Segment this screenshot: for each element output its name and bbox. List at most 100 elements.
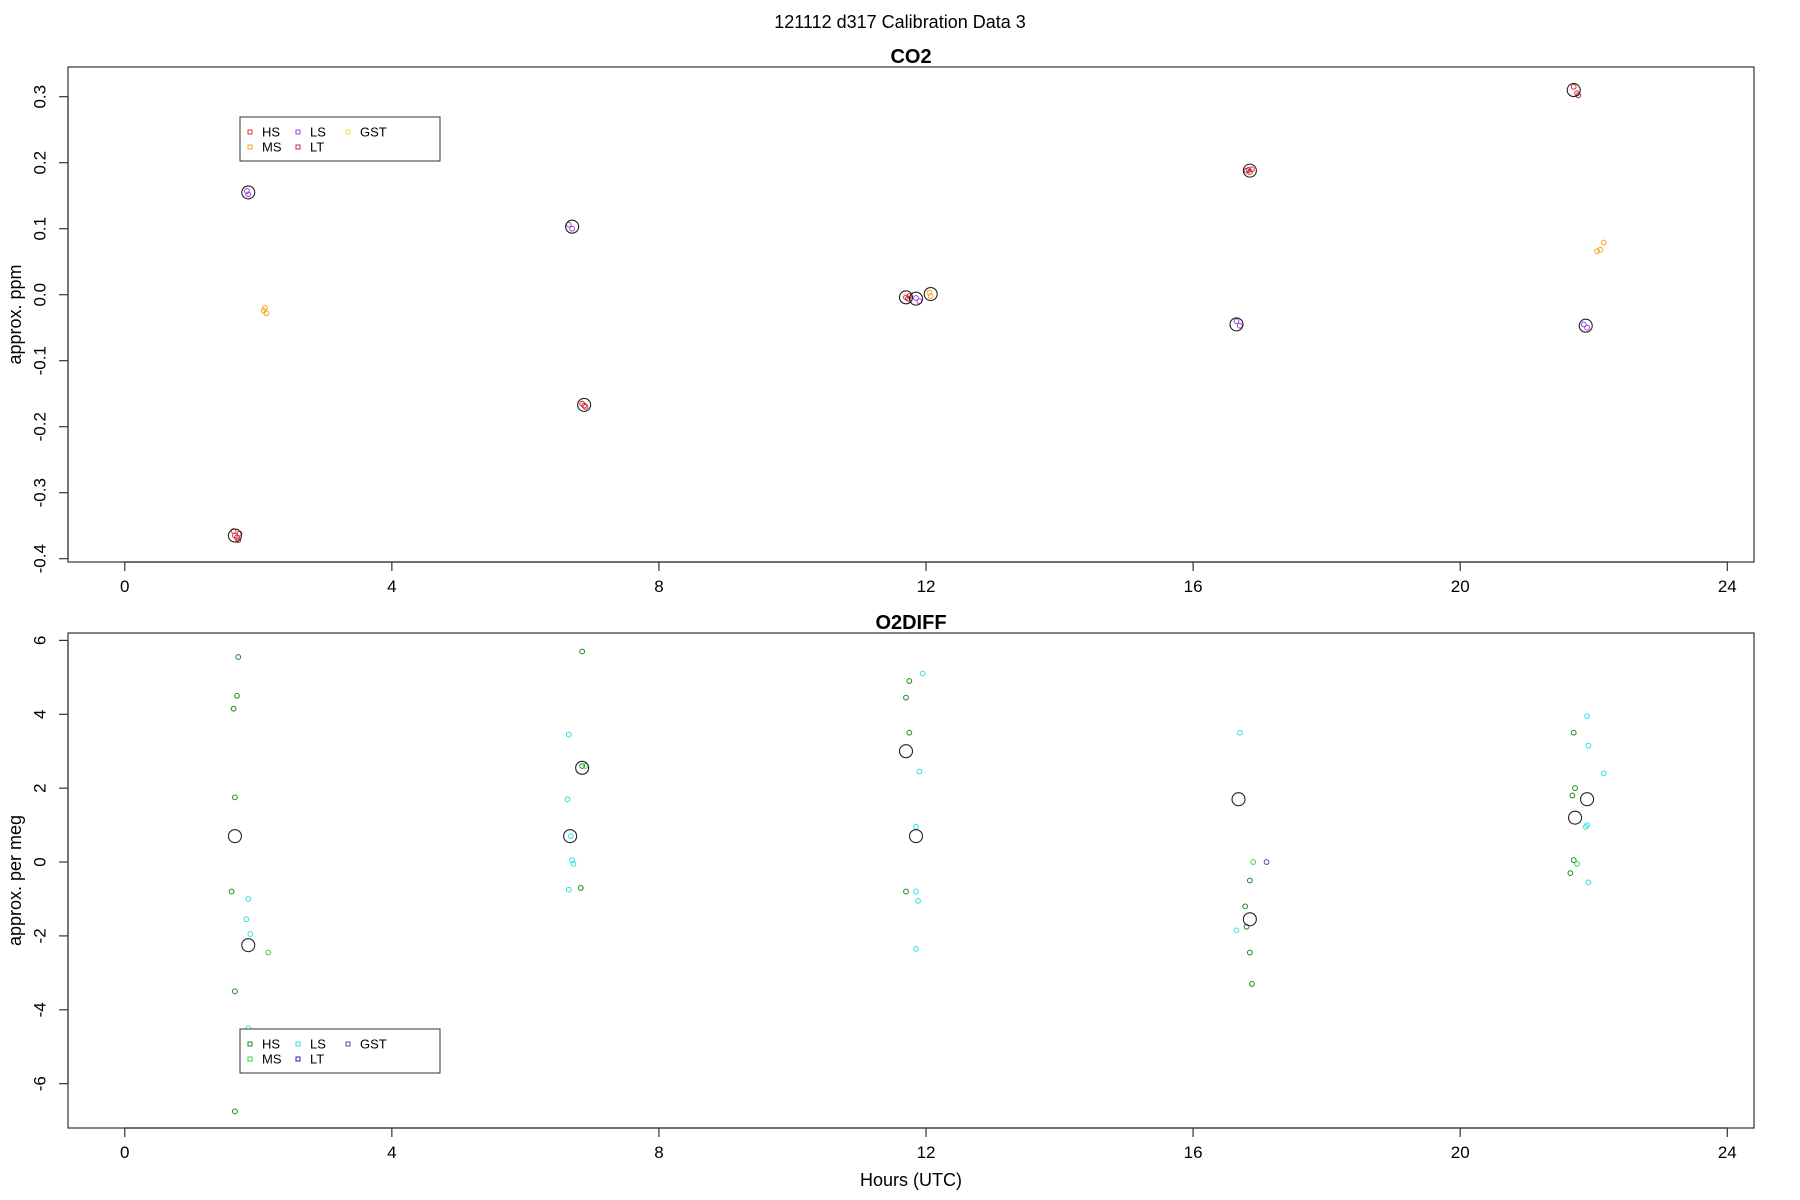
- chart1-mean-marker: [908, 291, 924, 306]
- chart2-mean-marker: [1231, 792, 1246, 807]
- chart1-point-ls: [569, 225, 576, 232]
- chart1-title: CO2: [890, 46, 931, 68]
- chart2-y-tick-label: 2: [31, 783, 50, 792]
- chart2-y-tick-label: 0: [31, 857, 50, 866]
- chart2-mean-marker: [241, 938, 256, 953]
- chart2-point-hs: [903, 694, 909, 701]
- chart1-y-tick-label: 0.0: [31, 283, 50, 307]
- chart1-x-tick-label: 4: [387, 577, 396, 596]
- chart1-y-tick-label: -0.1: [31, 346, 50, 375]
- chart2-point-ls: [569, 857, 576, 864]
- chart1-point-ms: [1594, 248, 1600, 255]
- chart2-legend-label-hs: HS: [262, 1037, 280, 1052]
- chart2-legend-swatch-ms: [247, 1056, 253, 1062]
- chart2-point-hs: [577, 884, 584, 891]
- chart2-point-hs: [1246, 877, 1253, 884]
- chart1-point-ms: [1600, 239, 1607, 246]
- chart2-point-hs: [232, 794, 238, 801]
- chart1-x-tick-label: 20: [1451, 577, 1470, 596]
- chart1-point-ms: [927, 293, 934, 299]
- chart2-x-tick-label: 0: [120, 1143, 129, 1162]
- chart2-point-ls: [564, 796, 571, 803]
- figure-title: 121112 d317 Calibration Data 3: [774, 12, 1026, 32]
- chart2-y-tick-label: 4: [31, 710, 50, 719]
- chart2-mean-marker: [1242, 912, 1257, 927]
- chart1-legend-label-hs: HS: [262, 125, 280, 140]
- chart1-y-tick-label: 0.1: [31, 217, 50, 241]
- chart1-legend-swatch-lt: [295, 144, 301, 150]
- chart1-point-lt: [1245, 167, 1252, 173]
- chart2-point-hs: [579, 763, 586, 769]
- chart2-point-hs: [903, 888, 909, 895]
- chart2-point-hs: [228, 888, 235, 895]
- chart1-mean-marker: [565, 219, 580, 234]
- chart1-point-ls: [913, 295, 919, 301]
- chart2-point-hs: [1242, 903, 1249, 910]
- chart1-x-tick-label: 24: [1718, 577, 1737, 596]
- chart2-y-tick-label: 6: [31, 636, 50, 645]
- chart1-legend-swatch-ls: [295, 129, 301, 135]
- chart2-point-ls: [247, 931, 254, 937]
- chart2-mean-marker: [575, 760, 590, 775]
- chart1-point-ls: [1584, 324, 1590, 331]
- chart1-point-ls: [1580, 321, 1587, 328]
- chart1-point-lt: [581, 402, 588, 409]
- chart2-legend-label-ms: MS: [262, 1052, 282, 1067]
- chart2-legend-swatch-gst: [345, 1041, 351, 1047]
- chart1-legend-label-ls: LS: [310, 125, 326, 140]
- chart1-y-tick-label: -0.3: [31, 478, 50, 507]
- chart1-point-ls: [1236, 322, 1243, 329]
- chart2-point-hs: [1570, 729, 1577, 736]
- chart1-point-ms: [926, 289, 933, 296]
- chart2-point-hs: [1572, 785, 1578, 792]
- chart2-point-ls: [243, 916, 250, 923]
- chart2-point-hs: [234, 692, 240, 699]
- chart2-point-ls: [919, 670, 926, 677]
- chart1-mean-marker: [227, 528, 242, 543]
- chart2-point-ls: [565, 731, 572, 738]
- chart1-y-tick-label: 0.2: [31, 151, 50, 175]
- chart1-mean-marker: [898, 290, 914, 305]
- chart2-mean-marker: [1568, 810, 1583, 825]
- chart1-x-tick-label: 0: [120, 577, 129, 596]
- chart1-point-lt: [234, 534, 240, 541]
- chart2-title: O2DIFF: [875, 612, 946, 634]
- chart2-point-hs: [1570, 857, 1577, 864]
- chart2-mean-marker: [563, 829, 578, 844]
- chart2-point-ls: [1233, 927, 1240, 934]
- chart1-mean-marker: [1566, 83, 1581, 98]
- chart2-point-ls: [1585, 879, 1592, 886]
- chart2-legend-label-gst: GST: [360, 1037, 387, 1052]
- chart1-legend-label-lt: LT: [310, 140, 324, 155]
- chart2-point-ls: [1584, 713, 1590, 720]
- chart1-mean-marker: [1578, 318, 1593, 333]
- chart2-x-tick-label: 4: [387, 1143, 396, 1162]
- chart2-point-hs: [232, 1108, 238, 1115]
- chart1-mean-marker: [1242, 163, 1257, 178]
- chart1-point-hs: [1570, 83, 1577, 90]
- chart1-x-tick-label: 12: [917, 577, 936, 596]
- chart2-point-gst: [1263, 859, 1270, 865]
- chart2-x-tick-label: 20: [1451, 1143, 1470, 1162]
- chart2-legend-label-lt: LT: [310, 1052, 324, 1067]
- chart2-y-tick-label: -4: [31, 1002, 50, 1017]
- chart2-point-ms: [1250, 859, 1257, 865]
- chart2-mean-marker: [227, 829, 242, 844]
- chart1-point-ms: [1597, 246, 1604, 253]
- chart2-legend-swatch-lt: [295, 1056, 301, 1062]
- chart1-legend-label-ms: MS: [262, 140, 282, 155]
- chart1-point-ls: [244, 188, 250, 194]
- chart1-point-ls: [245, 191, 252, 198]
- chart2-y-tick-label: -2: [31, 928, 50, 943]
- chart2-point-hs: [1246, 949, 1253, 956]
- chart2-mean-marker: [1580, 792, 1595, 807]
- chart1-point-hs: [582, 404, 589, 410]
- chart2-point-hs: [1569, 792, 1576, 799]
- chart1-mean-marker: [241, 185, 256, 200]
- chart1-legend-swatch-hs: [247, 129, 253, 135]
- chart1-point-hs: [230, 528, 237, 534]
- chart2-point-ls: [1585, 742, 1592, 749]
- chart2-point-ls: [1584, 822, 1590, 828]
- chart2-point-ms: [1574, 860, 1580, 867]
- chart2-point-ls: [565, 886, 572, 893]
